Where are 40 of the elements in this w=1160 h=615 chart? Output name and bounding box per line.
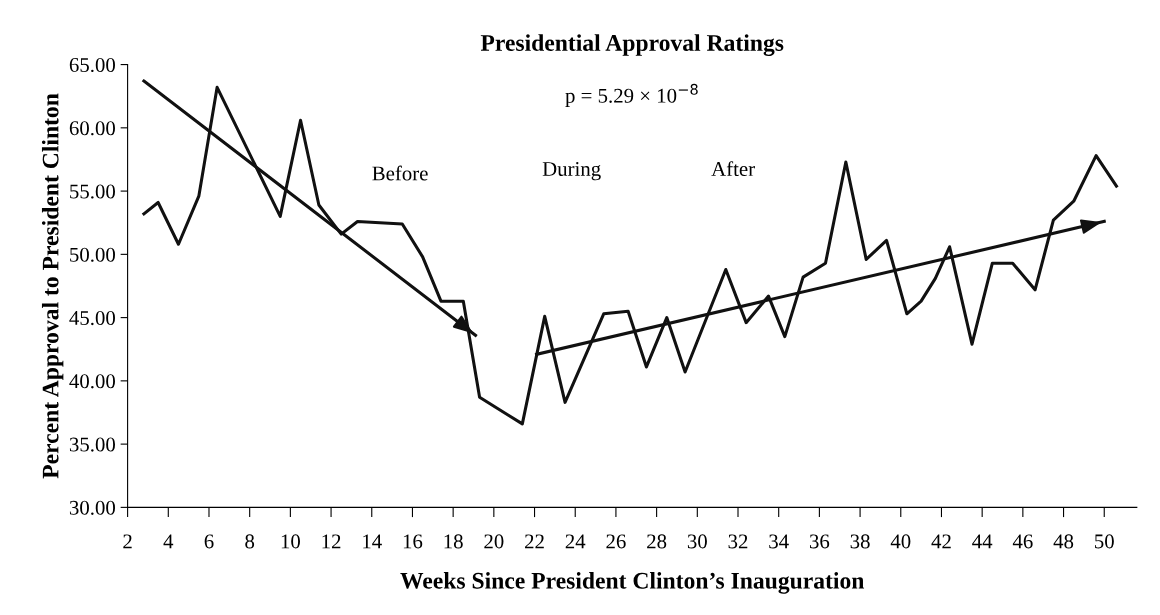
x-tick-label: 38 (850, 534, 870, 549)
x-tick-label: 14 (363, 534, 382, 549)
x-tick-label: 48 (1053, 534, 1074, 549)
y-tick-label: 30.00 (69, 500, 115, 515)
y-axis-title: Percent Approval to President Clinton (41, 93, 64, 479)
y-tick-label: 45.00 (69, 310, 115, 326)
y-tick-label: 65.00 (69, 57, 115, 73)
chart-title: Presidential Approval Ratings (480, 34, 784, 56)
x-tick-label: 46 (1012, 534, 1033, 549)
y-tick-label: 55.00 (70, 184, 115, 199)
x-tick-label: 40 (890, 534, 911, 549)
x-tick-label: 24 (565, 534, 586, 549)
annotation: After (711, 161, 755, 177)
x-tick-label: 44 (972, 534, 993, 549)
x-tick-label: 30 (687, 534, 707, 549)
annotation: p = 5.29 × 10$^{−8}$ (565, 83, 698, 108)
x-tick-label: 50 (1095, 534, 1114, 549)
x-tick-label: 4 (163, 534, 174, 549)
x-tick-label: 16 (403, 534, 423, 549)
y-tick-label: 50.00 (70, 247, 115, 262)
x-tick-label: 20 (484, 534, 504, 549)
y-tick-label: 35.00 (69, 437, 115, 452)
x-tick-label: 34 (769, 534, 789, 549)
x-tick-label: 28 (647, 534, 667, 549)
x-tick-label: 10 (281, 534, 300, 549)
annotation: Before (372, 165, 428, 181)
y-tick-label: 40.00 (69, 374, 115, 389)
x-tick-label: 12 (322, 534, 341, 549)
x-tick-label: 22 (525, 534, 544, 549)
x-tick-label: 26 (606, 534, 626, 549)
y-tick-label: 60.00 (69, 121, 115, 136)
x-tick-label: 42 (931, 534, 951, 549)
annotation: During (542, 162, 601, 181)
x-tick-label: 6 (204, 534, 214, 549)
x-axis-title: Weeks Since President Clinton’s Inauguration (400, 572, 865, 594)
x-tick-label: 8 (245, 534, 255, 549)
x-tick-label: 18 (444, 534, 463, 549)
x-tick-label: 2 (123, 534, 132, 549)
x-tick-label: 32 (728, 534, 748, 549)
x-tick-label: 36 (809, 534, 830, 549)
